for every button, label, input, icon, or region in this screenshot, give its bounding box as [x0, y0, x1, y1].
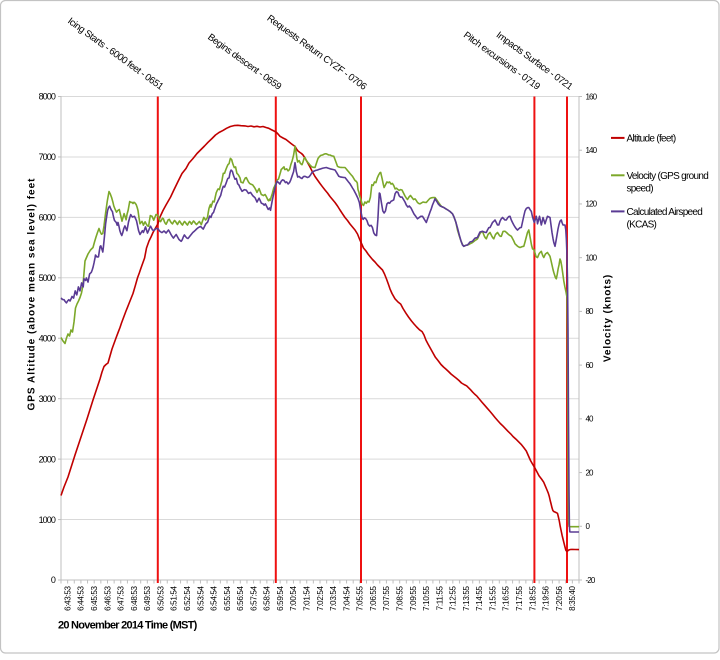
- svg-text:7000: 7000: [39, 152, 56, 162]
- svg-text:7:05:55: 7:05:55: [356, 585, 365, 610]
- svg-text:4000: 4000: [39, 333, 56, 343]
- svg-text:6:45:53: 6:45:53: [90, 585, 99, 610]
- svg-text:6:58:54: 6:58:54: [263, 585, 272, 610]
- svg-text:7:16:55: 7:16:55: [502, 585, 511, 610]
- svg-text:8000: 8000: [39, 92, 56, 102]
- svg-text:40: 40: [586, 415, 595, 424]
- svg-text:7:12:55: 7:12:55: [449, 585, 458, 610]
- svg-text:7:02:54: 7:02:54: [316, 585, 325, 610]
- svg-text:8:35:40: 8:35:40: [568, 585, 577, 610]
- svg-text:80: 80: [586, 307, 595, 316]
- svg-text:3000: 3000: [39, 394, 56, 404]
- svg-text:2000: 2000: [39, 454, 56, 464]
- svg-text:6:54:54: 6:54:54: [210, 585, 219, 610]
- svg-text:6:50:53: 6:50:53: [156, 585, 165, 610]
- svg-text:60: 60: [586, 361, 595, 370]
- svg-text:6:52:54: 6:52:54: [183, 585, 192, 610]
- svg-text:7:14:55: 7:14:55: [475, 585, 484, 610]
- svg-text:6:46:53: 6:46:53: [103, 585, 112, 610]
- svg-text:7:07:55: 7:07:55: [382, 585, 391, 610]
- svg-text:20: 20: [586, 468, 595, 477]
- svg-text:6:48:53: 6:48:53: [130, 585, 139, 610]
- svg-text:6:59:54: 6:59:54: [276, 585, 285, 610]
- svg-text:GPS Altitude (above mean sea: GPS Altitude (above mean sea level) feet: [27, 177, 38, 410]
- svg-text:6:43:53: 6:43:53: [63, 585, 72, 610]
- svg-text:5000: 5000: [39, 273, 56, 283]
- svg-text:speed): speed): [627, 183, 654, 194]
- svg-text:7:15:55: 7:15:55: [488, 585, 497, 610]
- svg-text:7:01:54: 7:01:54: [303, 585, 312, 610]
- svg-text:6:47:53: 6:47:53: [117, 585, 126, 610]
- svg-text:7:19:56: 7:19:56: [542, 585, 551, 610]
- svg-text:6:57:54: 6:57:54: [249, 585, 258, 610]
- svg-text:Altitude (feet): Altitude (feet): [627, 133, 676, 144]
- svg-text:-20: -20: [586, 576, 596, 585]
- svg-text:7:20:56: 7:20:56: [555, 585, 564, 610]
- svg-text:6:53:54: 6:53:54: [196, 585, 205, 610]
- svg-text:0: 0: [586, 522, 591, 531]
- svg-text:7:08:55: 7:08:55: [395, 585, 404, 610]
- svg-text:6:51:54: 6:51:54: [170, 585, 179, 610]
- svg-text:Calculated Airspeed: Calculated Airspeed: [627, 207, 703, 218]
- svg-text:(KCAS): (KCAS): [627, 219, 657, 230]
- svg-text:1000: 1000: [39, 515, 56, 525]
- svg-text:7:18:55: 7:18:55: [528, 585, 537, 610]
- svg-text:6:49:53: 6:49:53: [143, 585, 152, 610]
- svg-text:7:09:55: 7:09:55: [409, 585, 418, 610]
- svg-text:6:44:53: 6:44:53: [77, 585, 86, 610]
- svg-text:160: 160: [586, 92, 598, 101]
- svg-text:7:17:55: 7:17:55: [515, 585, 524, 610]
- svg-text:100: 100: [586, 253, 598, 262]
- svg-text:Velocity (GPS ground: Velocity (GPS ground: [627, 171, 709, 182]
- svg-text:7:03:54: 7:03:54: [329, 585, 338, 610]
- svg-text:7:04:54: 7:04:54: [342, 585, 351, 610]
- svg-text:7:13:55: 7:13:55: [462, 585, 471, 610]
- svg-text:6:55:54: 6:55:54: [223, 585, 232, 610]
- svg-text:6:56:54: 6:56:54: [236, 585, 245, 610]
- svg-text:140: 140: [586, 146, 598, 155]
- svg-text:7:06:55: 7:06:55: [369, 585, 378, 610]
- svg-text:6000: 6000: [39, 213, 56, 223]
- svg-text:0: 0: [51, 575, 56, 585]
- svg-text:7:00:54: 7:00:54: [289, 585, 298, 610]
- svg-text:120: 120: [586, 200, 598, 209]
- svg-text:20 November 2014 Time (MST): 20 November 2014 Time (MST): [58, 619, 198, 631]
- svg-text:7:11:55: 7:11:55: [435, 585, 444, 610]
- svg-text:Velocity (knots): Velocity (knots): [603, 274, 614, 362]
- svg-text:7:10:55: 7:10:55: [422, 585, 431, 610]
